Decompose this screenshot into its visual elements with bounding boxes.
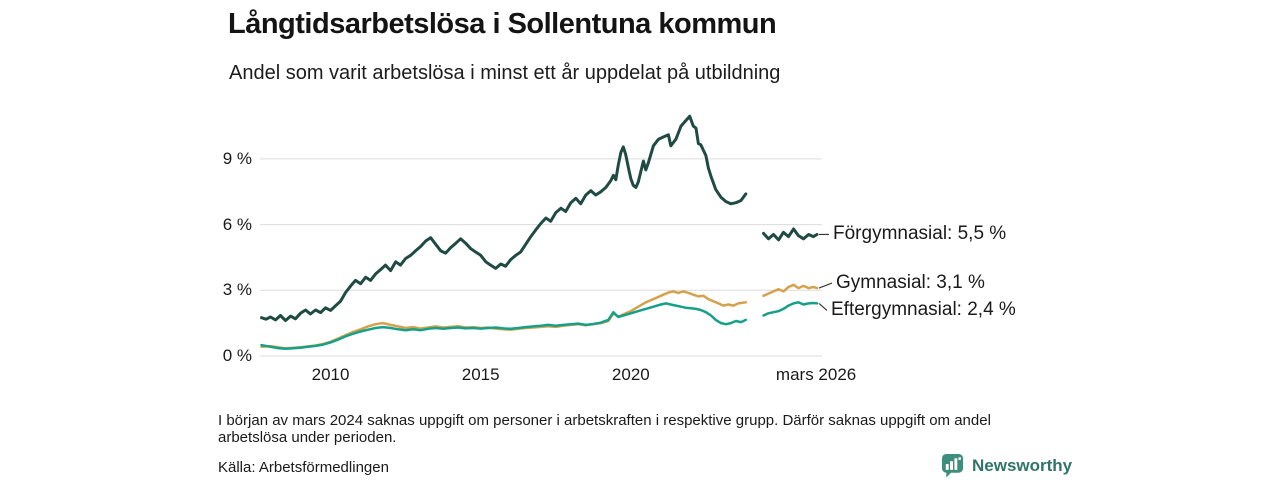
footnote: I början av mars 2024 saknas uppgift om … [218,412,991,446]
y-tick-label: 9 % [222,148,252,168]
label-connector [818,302,828,311]
label-connector [818,282,833,289]
series-label-eftergymnasial: Eftergymnasial: 2,4 % [831,299,1016,321]
y-tick-label: 6 % [222,214,252,234]
chart-title: Långtidsarbetslösa i Sollentuna kommun [228,8,777,40]
line-eftergymnasial [260,302,748,351]
brand-name: Newsworthy [972,455,1073,475]
x-tick-label: 2015 [461,365,500,384]
line-frgymnasial [260,114,748,322]
y-tick-label: 3 % [222,280,252,300]
line-frgymnasial [762,227,819,242]
x-tick-label: 2020 [611,365,650,384]
brand-lockup: Newsworthy [941,453,1072,478]
x-tick-label: 2010 [311,365,350,384]
newsworthy-logo-icon [941,454,964,478]
chart-subtitle: Andel som varit arbetslösa i minst ett å… [229,62,781,84]
line-eftergymnasial [762,301,819,317]
x-tick-label: mars 2026 [775,365,857,384]
series-label-frgymnasial: Förgymnasial: 5,5 % [833,223,1007,245]
series-label-gymnasial: Gymnasial: 3,1 % [836,272,985,294]
source-text: Källa: Arbetsförmedlingen [218,459,389,476]
y-tick-label: 0 % [222,346,252,365]
line-gymnasial [762,283,819,298]
